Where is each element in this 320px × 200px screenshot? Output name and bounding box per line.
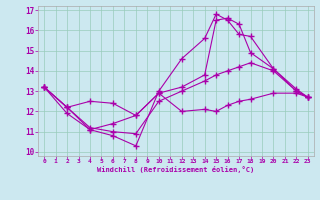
X-axis label: Windchill (Refroidissement éolien,°C): Windchill (Refroidissement éolien,°C) bbox=[97, 166, 255, 173]
